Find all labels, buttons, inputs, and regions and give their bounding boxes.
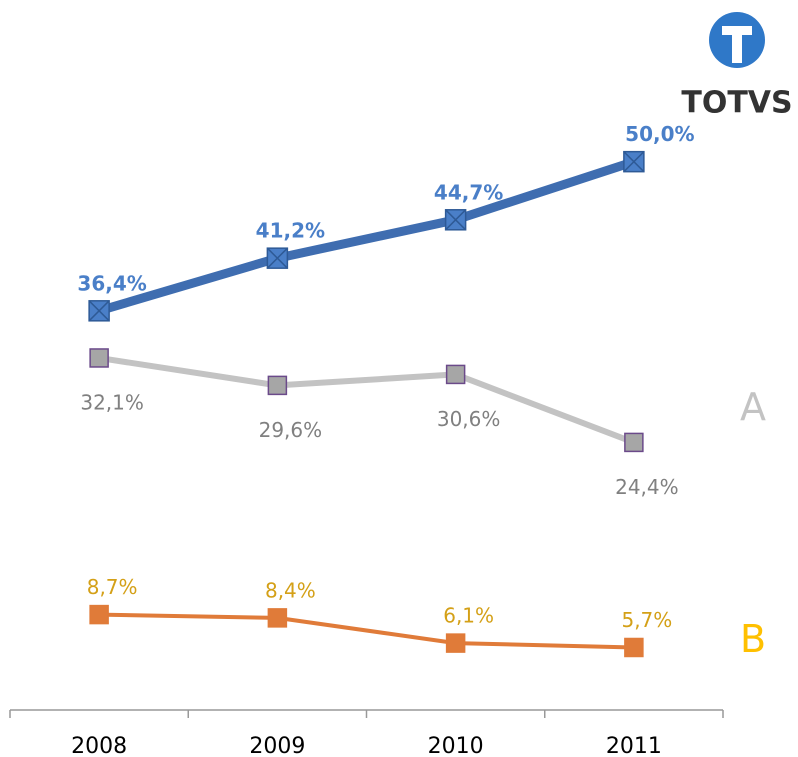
- x-tick-label: 2009: [249, 734, 305, 757]
- data-label: 8,7%: [87, 575, 138, 599]
- marker: [267, 608, 288, 628]
- series-line: [98, 355, 635, 446]
- marker-cross: [266, 247, 288, 269]
- series-name: A: [740, 385, 766, 429]
- marker-cross: [88, 300, 110, 322]
- data-label: 44,7%: [434, 180, 503, 204]
- x-tick-label: 2010: [428, 734, 484, 757]
- data-label: 50,0%: [625, 122, 694, 146]
- marker: [89, 348, 109, 368]
- series-line: [97, 157, 636, 316]
- marker-cross: [445, 209, 467, 231]
- data-label: 8,4%: [265, 578, 316, 602]
- x-tick-label: 2011: [606, 734, 662, 757]
- data-label: 36,4%: [77, 271, 146, 295]
- data-label: 5,7%: [621, 608, 672, 632]
- marker-cross: [623, 151, 645, 173]
- logo-icon: [709, 12, 765, 68]
- data-label: 24,4%: [615, 475, 679, 499]
- logo-text: TOTVS: [681, 86, 792, 121]
- data-label: 29,6%: [259, 418, 323, 442]
- x-tick-label: 2008: [71, 734, 127, 757]
- marker: [445, 364, 466, 385]
- marker: [624, 432, 644, 453]
- data-label: 32,1%: [80, 390, 144, 414]
- data-label: 6,1%: [443, 604, 494, 628]
- series-line: [99, 612, 634, 650]
- marker: [267, 375, 288, 396]
- data-label: 30,6%: [437, 407, 501, 431]
- marker: [445, 633, 466, 653]
- series-name: B: [740, 617, 766, 661]
- data-label: 41,2%: [256, 219, 325, 243]
- marker: [89, 604, 109, 625]
- marker: [624, 637, 644, 658]
